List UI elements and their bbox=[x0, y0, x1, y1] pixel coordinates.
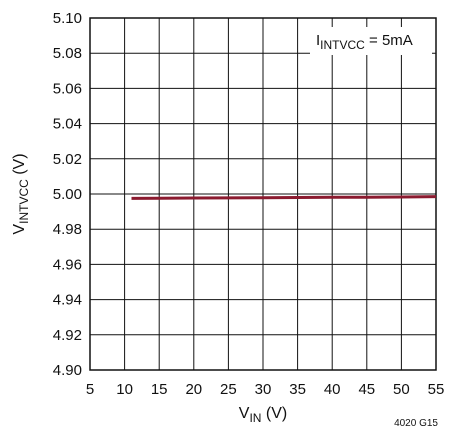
x-tick-label: 20 bbox=[185, 381, 202, 398]
y-tick-label: 5.00 bbox=[53, 186, 82, 203]
annotation-background bbox=[310, 27, 432, 55]
x-tick-label: 35 bbox=[289, 381, 306, 398]
x-axis-label-subscript: IN bbox=[249, 411, 261, 425]
x-tick-label: 30 bbox=[255, 381, 272, 398]
x-tick-label: 40 bbox=[324, 381, 341, 398]
plot-frame bbox=[89, 17, 437, 371]
y-tick-label: 4.96 bbox=[53, 256, 82, 273]
y-axis-label-unit: (V) bbox=[11, 153, 28, 179]
y-axis-label: VINTVCC (V) bbox=[11, 153, 31, 234]
y-tick-label: 4.98 bbox=[53, 221, 82, 238]
x-axis-label-unit: (V) bbox=[261, 405, 287, 422]
y-tick-label: 5.06 bbox=[53, 80, 82, 97]
y-tick-label: 5.04 bbox=[53, 116, 82, 133]
annotation-rest: = 5mA bbox=[365, 32, 413, 49]
x-tick-label: 5 bbox=[86, 381, 94, 398]
y-tick-label: 4.92 bbox=[53, 327, 82, 344]
y-tick-label: 5.02 bbox=[53, 151, 82, 168]
x-tick-label: 50 bbox=[393, 381, 410, 398]
annotation: IINTVCC = 5mA bbox=[316, 32, 413, 52]
x-tick-label: 55 bbox=[428, 381, 445, 398]
x-tick-label: 10 bbox=[116, 381, 133, 398]
y-axis-label-main: V bbox=[11, 224, 28, 235]
y-axis-label-subscript: INTVCC bbox=[17, 179, 31, 224]
annotation-main: I bbox=[316, 32, 320, 49]
y-tick-labels: 4.90 4.92 4.94 4.96 4.98 5.00 5.02 5.04 5.06 5.08… bbox=[53, 10, 82, 379]
x-axis-label-main: V bbox=[239, 405, 250, 422]
y-tick-label: 4.90 bbox=[53, 362, 82, 379]
series-layer bbox=[131, 195, 437, 200]
y-tick-label: 5.08 bbox=[53, 45, 82, 62]
figure-id: 4020 G15 bbox=[394, 418, 438, 429]
y-tick-label: 5.10 bbox=[53, 10, 82, 27]
x-tick-label: 15 bbox=[151, 381, 168, 398]
x-tick-labels: 5 10 15 20 25 30 35 40 45 50 55 bbox=[86, 381, 445, 398]
annotation-subscript: INTVCC bbox=[320, 38, 365, 52]
x-axis-label: VIN (V) bbox=[239, 405, 287, 425]
grid bbox=[90, 18, 436, 370]
x-tick-label: 45 bbox=[358, 381, 375, 398]
x-tick-label: 25 bbox=[220, 381, 237, 398]
y-tick-label: 4.94 bbox=[53, 292, 82, 309]
series-line bbox=[131, 195, 437, 200]
